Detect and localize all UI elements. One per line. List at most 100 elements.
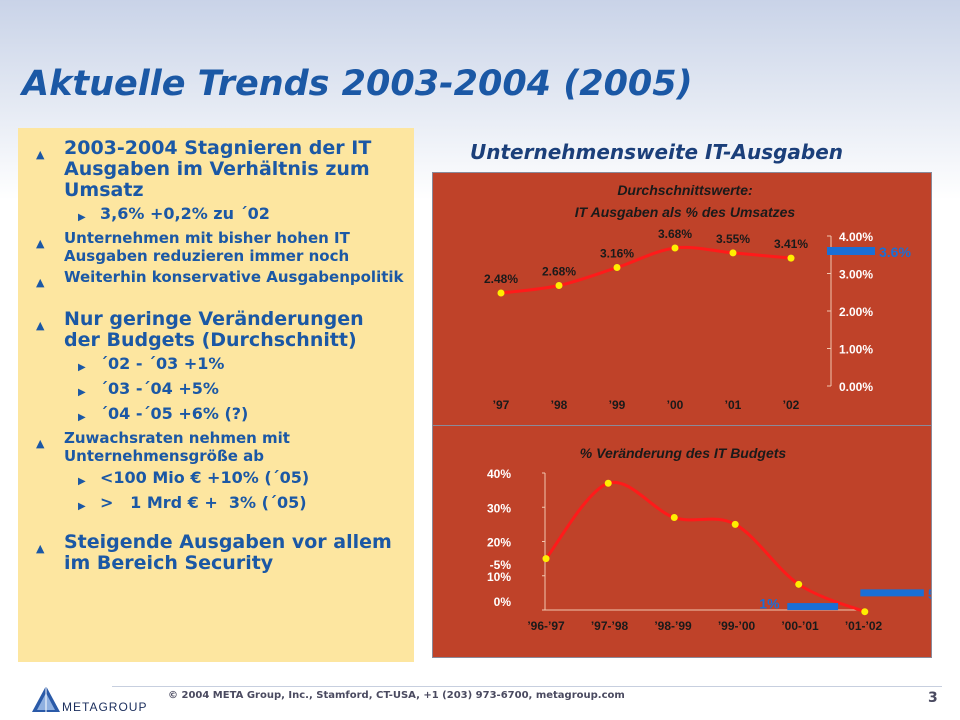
annotation-bar: [827, 247, 875, 255]
bullet-triangle-icon: ▲: [36, 542, 45, 555]
bullet-item: ▲ Weiterhin konservative Ausgabenpolitik: [36, 268, 406, 292]
bullet-item: ▲ Nur geringe Veränderungen der Budgets (…: [36, 309, 406, 351]
y-tick-label: 1.00%: [839, 343, 873, 357]
y-tick-label: 0%: [494, 595, 512, 609]
x-tick-label: ’96-’97: [527, 619, 565, 633]
x-tick-label: ’00-’01: [781, 619, 819, 633]
bullet-text: > 1 Mrd € + 3% (´05): [100, 493, 307, 512]
data-point: [787, 254, 795, 262]
y-tick-label: 4.00%: [839, 230, 873, 244]
bullet-item: ▲ Steigende Ausgaben vor allem im Bereich…: [36, 532, 406, 574]
x-tick-label: ’99: [609, 398, 626, 412]
bullet-text: <100 Mio € +10% (´05): [100, 468, 310, 487]
annotation-label: 1%: [759, 596, 780, 612]
x-tick-label: ’98-’99: [654, 619, 692, 633]
series-line: [544, 480, 866, 614]
chart-it-spending-ratio: Durchschnittswerte: IT Ausgaben als % des…: [484, 182, 911, 412]
sub-bullet-item: ▶ <100 Mio € +10% (´05): [78, 468, 406, 492]
data-label: 2.68%: [542, 265, 576, 279]
copyright-text: © 2004 META Group, Inc., Stamford, CT-US…: [168, 690, 625, 701]
sub-bullet-item: ▶ 3,6% +0,2% zu ´02: [78, 204, 406, 228]
chart-title: Durchschnittswerte:: [617, 182, 752, 198]
x-tick-label: ’01: [725, 398, 742, 412]
footer-line: [112, 686, 942, 687]
data-point: [731, 520, 739, 528]
x-tick-label: ’01-’02: [845, 619, 883, 633]
meta-group-logo-icon: [32, 686, 60, 712]
bullet-text: 3,6% +0,2% zu ´02: [100, 204, 270, 223]
bullet-item: ▲ Unternehmen mit bisher hohen IT Ausgabe…: [36, 229, 406, 265]
data-point: [604, 479, 612, 487]
x-tick-label: ’98: [551, 398, 568, 412]
x-tick-label: ’99-’00: [718, 619, 756, 633]
data-point: [795, 580, 803, 588]
chart-subtitle: IT Ausgaben als % des Umsatzes: [575, 204, 796, 220]
chart-budget-change: % Veränderung des IT Budgets -5% 0% 10% 20% 3…: [487, 445, 931, 633]
bullet-text: ´02 - ´03 +1%: [100, 354, 225, 373]
x-tick-label: ’97-’98: [591, 619, 629, 633]
bullet-text: Weiterhin konservative Ausgabenpolitik: [64, 268, 404, 286]
y-tick-label: 10%: [487, 570, 511, 584]
bullet-text: Zuwachsraten nehmen mit Unternehmensgröß…: [64, 429, 290, 465]
y-tick-label: -5%: [490, 558, 512, 572]
bullet-item: ▲ Zuwachsraten nehmen mit Unternehmensgrö…: [36, 429, 406, 465]
data-label: 3.41%: [774, 237, 808, 251]
slide-title: Aktuelle Trends 2003-2004 (2005): [22, 64, 693, 104]
bullet-text: Unternehmen mit bisher hohen IT Ausgaben…: [64, 229, 350, 265]
annotation-label: 3.6%: [879, 244, 911, 260]
y-tick-label: 20%: [487, 536, 511, 550]
data-point: [542, 555, 550, 563]
chart-title: % Veränderung des IT Budgets: [580, 445, 787, 461]
sub-bullet-arrow-icon: ▶: [78, 412, 86, 423]
y-tick-label: 0.00%: [839, 380, 873, 394]
x-tick-label: ’00: [667, 398, 684, 412]
data-point: [670, 514, 678, 522]
y-tick-label: 3.00%: [839, 268, 873, 282]
bullet-text: Nur geringe Veränderungen der Budgets (D…: [64, 308, 364, 351]
data-point: [497, 289, 505, 297]
data-point: [729, 249, 737, 257]
annotation-bar: [787, 603, 839, 611]
x-tick-label: ’97: [493, 398, 510, 412]
bullet-triangle-icon: ▲: [36, 276, 45, 289]
data-label: 2.48%: [484, 272, 518, 286]
bullet-spacer: [36, 295, 406, 309]
bullet-text: 2003-2004 Stagnieren der IT Ausgaben im …: [64, 137, 372, 201]
sub-bullet-arrow-icon: ▶: [78, 501, 86, 512]
sub-bullet-item: ▶ > 1 Mrd € + 3% (´05): [78, 493, 406, 517]
sub-bullet-arrow-icon: ▶: [78, 387, 86, 398]
data-label: 3.55%: [716, 232, 750, 246]
bullet-triangle-icon: ▲: [36, 237, 45, 250]
data-point: [555, 282, 563, 289]
sub-bullet-arrow-icon: ▶: [78, 212, 86, 223]
data-point: [861, 608, 869, 616]
sub-bullet-item: ▶ ´02 - ´03 +1%: [78, 354, 406, 378]
data-point: [671, 244, 679, 252]
data-label: 3.16%: [600, 247, 634, 261]
bullet-triangle-icon: ▲: [36, 437, 45, 450]
bullet-text: ´03 -´04 +5%: [100, 379, 219, 398]
chart-divider: [433, 425, 931, 426]
data-point: [613, 264, 621, 271]
y-tick-label: 40%: [487, 467, 511, 481]
sub-bullet-arrow-icon: ▶: [78, 476, 86, 487]
annotation-bar: [860, 589, 924, 597]
chart-heading: Unternehmensweite IT-Ausgaben: [470, 140, 844, 164]
bullet-spacer: [36, 518, 406, 532]
logo-text: METAGROUP: [62, 700, 148, 714]
data-label: 3.68%: [658, 227, 692, 241]
page-number: 3: [928, 690, 938, 706]
footer: [0, 680, 960, 720]
y-tick-label: 30%: [487, 501, 511, 515]
bullet-text: ´04 -´05 +6% (?): [100, 404, 249, 423]
series-line: [500, 245, 792, 295]
bullet-text: Steigende Ausgaben vor allem im Bereich …: [64, 531, 392, 574]
x-tick-label: ’02: [783, 398, 800, 412]
bullet-triangle-icon: ▲: [36, 148, 45, 161]
y-tick-label: 2.00%: [839, 305, 873, 319]
bullet-triangle-icon: ▲: [36, 319, 45, 332]
charts-box: Durchschnittswerte: IT Ausgaben als % des…: [432, 172, 932, 658]
bullet-panel: ▲ 2003-2004 Stagnieren der IT Ausgaben im…: [18, 128, 414, 662]
bullet-item: ▲ 2003-2004 Stagnieren der IT Ausgaben im…: [36, 138, 406, 201]
annotation-label: 5%: [928, 586, 931, 602]
